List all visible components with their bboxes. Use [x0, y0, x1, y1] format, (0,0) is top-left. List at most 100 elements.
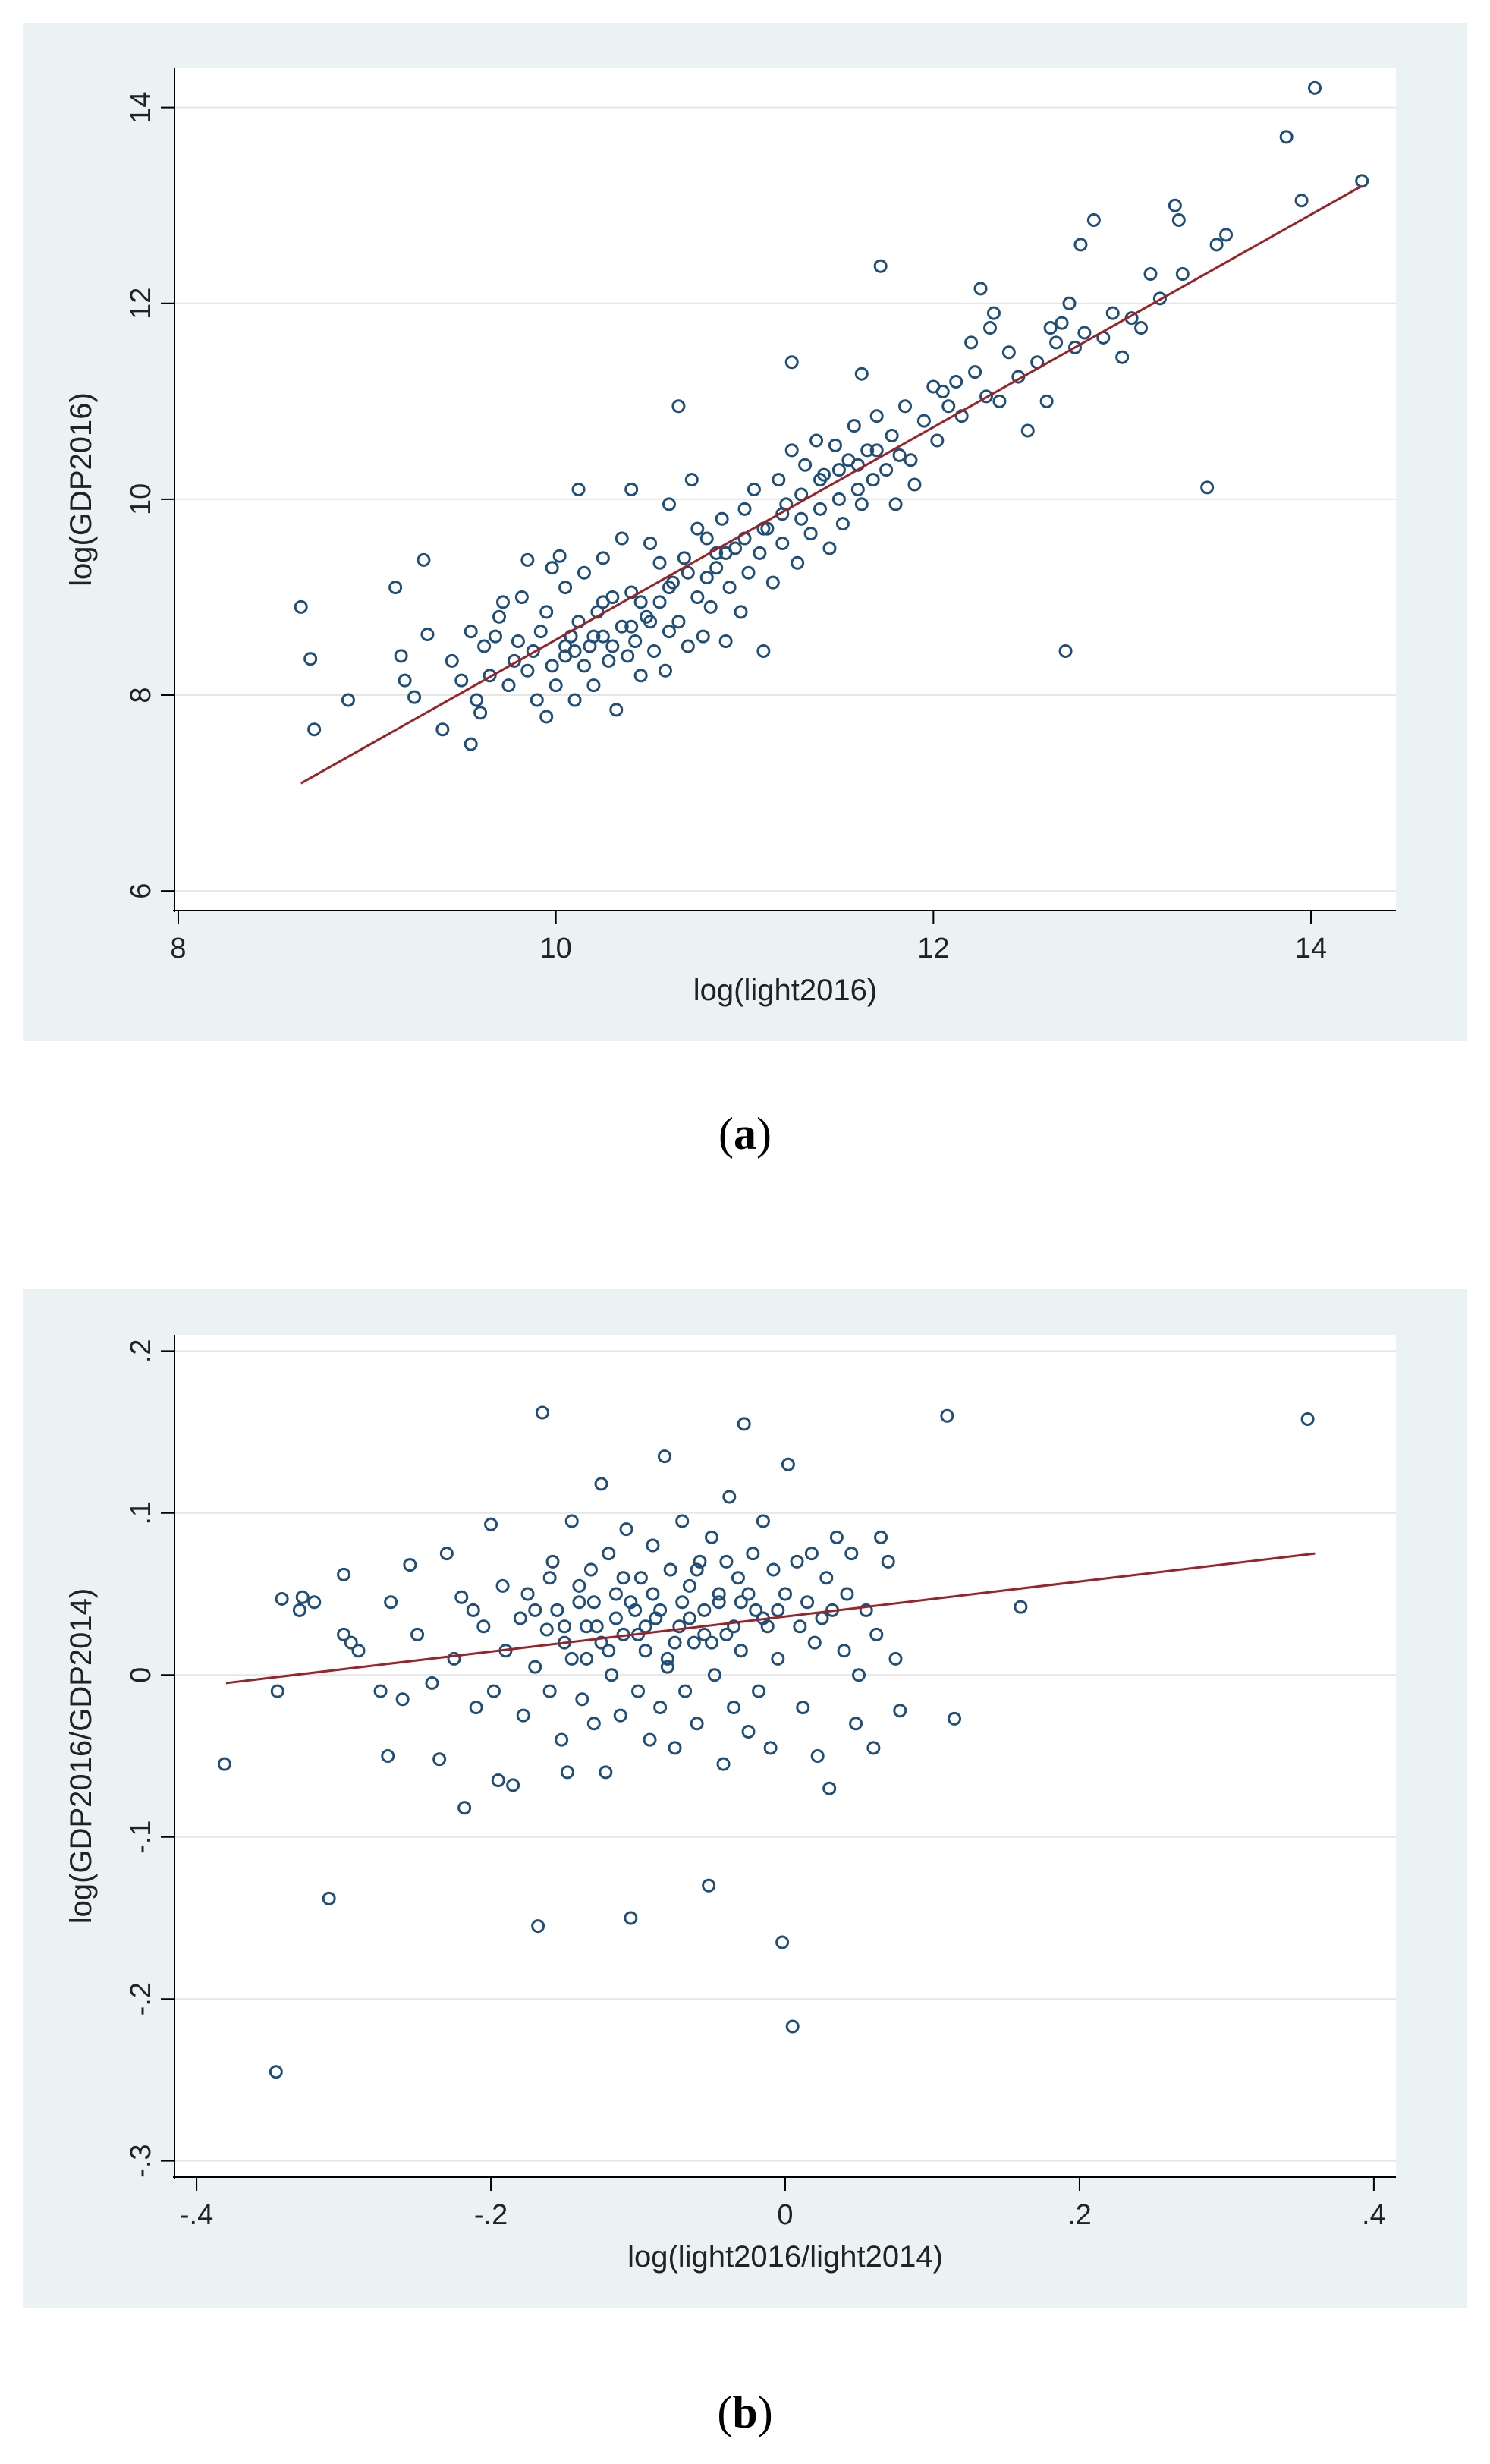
data-point — [609, 703, 624, 717]
data-point — [885, 429, 899, 443]
x-tick-label: 8 — [170, 933, 186, 965]
data-point — [718, 634, 733, 649]
data-point — [699, 571, 714, 585]
x-tick-label: 10 — [540, 933, 572, 965]
data-point — [888, 497, 903, 511]
x-tick-label: -.2 — [474, 2199, 508, 2231]
data-point — [447, 1651, 461, 1666]
data-point — [771, 1603, 785, 1617]
data-point — [703, 599, 718, 614]
data-point — [662, 497, 676, 511]
data-point — [1105, 306, 1120, 320]
data-point — [992, 394, 1007, 408]
data-point — [275, 1591, 289, 1606]
data-point — [840, 1587, 854, 1601]
data-point — [599, 1765, 613, 1780]
data-point — [982, 321, 997, 335]
y-tick-label: 10 — [125, 483, 157, 515]
data-point — [687, 1635, 701, 1650]
data-point — [671, 615, 686, 629]
data-point — [658, 663, 672, 678]
data-point — [520, 1587, 535, 1601]
data-point — [1200, 480, 1215, 495]
data-point — [520, 552, 535, 567]
data-point — [803, 527, 818, 541]
data-point — [829, 1530, 844, 1544]
data-point — [653, 1700, 668, 1714]
data-point — [1049, 335, 1064, 350]
data-point — [542, 1571, 557, 1585]
data-point — [439, 1547, 454, 1561]
data-point — [470, 693, 484, 707]
data-point — [697, 1627, 712, 1641]
data-point — [410, 1627, 425, 1641]
data-point — [979, 389, 994, 404]
x-tick-label: .4 — [1362, 2199, 1386, 2231]
y-tick-label: 12 — [125, 288, 157, 319]
data-point — [835, 517, 850, 531]
data-point — [699, 531, 714, 546]
data-point — [705, 1635, 719, 1650]
data-point — [747, 483, 761, 496]
scatter-chart-b: -.3 -.2 -.1 0 .1 .2 -.4 -.2 0 .2 .4 log(light2016/l… — [64, 1335, 1396, 2274]
data-point — [727, 1619, 741, 1634]
data-point — [615, 531, 629, 546]
data-point — [904, 453, 918, 467]
data-point — [1209, 238, 1224, 252]
data-point — [696, 629, 710, 644]
data-point — [712, 1587, 726, 1601]
data-point — [662, 581, 676, 595]
data-point — [572, 1595, 586, 1610]
data-point — [1294, 194, 1309, 208]
data-point — [1143, 267, 1158, 282]
data-point — [660, 1651, 674, 1666]
data-point — [445, 653, 459, 668]
data-point — [697, 1603, 712, 1617]
data-point — [337, 1627, 351, 1641]
data-point — [388, 581, 403, 595]
data-point — [596, 551, 610, 565]
data-point — [707, 1668, 721, 1682]
data-point — [1086, 213, 1101, 228]
data-point — [690, 521, 705, 536]
caption-b: (b) — [717, 2387, 773, 2437]
data-point — [307, 1595, 322, 1610]
data-point — [771, 1651, 785, 1666]
chart-panel-b: -.3 -.2 -.1 0 .1 .2 -.4 -.2 0 .2 .4 log(light2016/l… — [23, 1289, 1467, 2308]
data-point — [605, 1668, 619, 1682]
data-point — [731, 1571, 745, 1585]
data-point — [613, 1708, 627, 1723]
data-point — [495, 595, 510, 609]
data-point — [435, 722, 450, 737]
data-point — [753, 546, 767, 560]
data-point — [572, 1578, 586, 1593]
data-point — [660, 1660, 674, 1674]
data-point — [874, 1530, 888, 1544]
data-point — [624, 483, 639, 496]
data-point — [1043, 321, 1058, 335]
data-point — [489, 629, 503, 644]
y-tick-label: .2 — [125, 1339, 157, 1363]
data-point — [564, 1651, 579, 1666]
data-point — [619, 1522, 633, 1537]
data-point — [605, 639, 620, 653]
data-point — [535, 1405, 549, 1420]
data-point — [859, 1603, 873, 1617]
data-point — [775, 507, 790, 521]
data-point — [873, 259, 888, 273]
data-point — [819, 1571, 834, 1585]
data-point — [763, 1741, 778, 1755]
data-point — [869, 443, 884, 458]
y-tick-label: -.1 — [125, 1820, 157, 1854]
data-point — [270, 1684, 284, 1698]
data-point — [722, 1490, 737, 1504]
data-point — [567, 693, 582, 707]
data-point — [663, 1562, 677, 1577]
data-point — [633, 595, 648, 609]
data-point — [986, 306, 1001, 320]
data-point — [778, 1587, 792, 1601]
data-point — [690, 590, 705, 604]
data-point — [631, 1684, 646, 1698]
data-point — [624, 619, 639, 634]
data-point — [675, 1595, 690, 1610]
